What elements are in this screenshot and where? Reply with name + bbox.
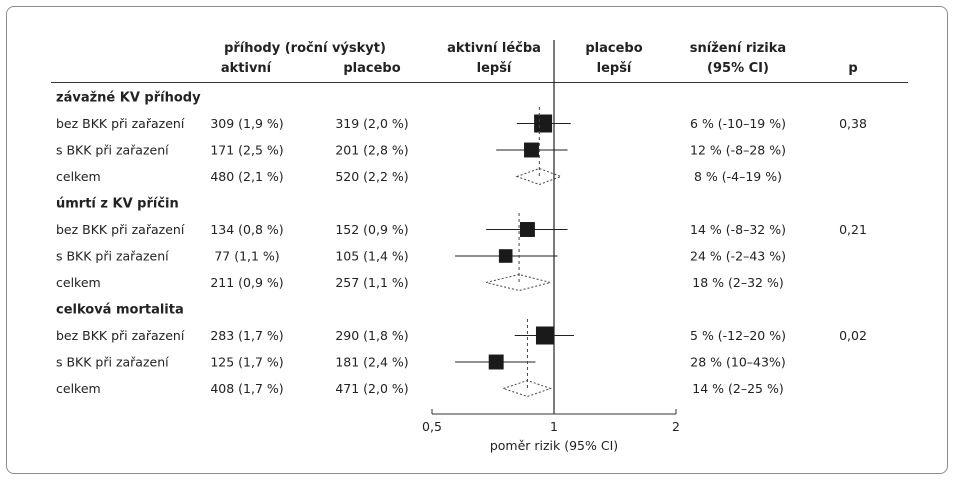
pooled-diamond: [501, 379, 552, 398]
risk-reduction: 6 % (-10–19 %): [690, 116, 786, 131]
estimate-square: [519, 222, 535, 237]
row-label: s BKK při zařazení: [56, 355, 169, 370]
pooled-diamond: [515, 167, 563, 186]
risk-reduction: 5 % (-12–20 %): [690, 328, 786, 343]
row-label: celkem: [56, 381, 101, 396]
group-title: celková mortalita: [56, 303, 184, 318]
row-label: bez BKK při zařazení: [56, 222, 185, 237]
active-events: 480 (2,1 %): [210, 169, 283, 184]
active-events: 309 (1,9 %): [210, 116, 283, 131]
risk-reduction: 12 % (-8–28 %): [690, 143, 786, 158]
placebo-events: 520 (2,2 %): [335, 169, 408, 184]
header-favors-placebo-1: placebo: [585, 41, 642, 56]
x-axis-label: poměr rizik (95% CI): [490, 438, 618, 453]
header-risk-reduction-1: snížení rizika: [690, 41, 786, 56]
risk-reduction: 14 % (2–25 %): [692, 381, 783, 396]
row-label: bez BKK při zařazení: [56, 116, 185, 131]
header-p: p: [848, 61, 857, 76]
placebo-events: 201 (2,8 %): [335, 143, 408, 158]
row-label: celkem: [56, 169, 101, 184]
risk-reduction: 8 % (-4–19 %): [694, 169, 782, 184]
risk-reduction: 18 % (2–32 %): [692, 275, 783, 290]
risk-reduction: 24 % (-2–43 %): [690, 249, 786, 264]
placebo-events: 471 (2,0 %): [335, 381, 408, 396]
row-label: s BKK při zařazení: [56, 143, 169, 158]
row-label: bez BKK při zařazení: [56, 328, 185, 343]
risk-reduction: 14 % (-8–32 %): [690, 222, 786, 237]
active-events: 77 (1,1 %): [214, 249, 279, 264]
p-value: 0,38: [839, 116, 867, 131]
estimate-square: [488, 354, 504, 370]
figure-frame: [6, 6, 948, 474]
header-favors-placebo-2: lepší: [597, 61, 633, 76]
estimate-square: [498, 249, 513, 263]
p-value: 0,21: [839, 222, 867, 237]
active-events: 125 (1,7 %): [210, 355, 283, 370]
active-events: 211 (0,9 %): [210, 275, 283, 290]
header-risk-reduction-2: (95% CI): [707, 61, 769, 76]
placebo-events: 105 (1,4 %): [335, 249, 408, 264]
row-label: celkem: [56, 275, 101, 290]
risk-reduction: 28 % (10–43%): [690, 355, 785, 370]
active-events: 134 (0,8 %): [210, 222, 283, 237]
header-events-title: příhody (roční výskyt): [224, 41, 386, 56]
placebo-events: 181 (2,4 %): [335, 355, 408, 370]
x-axis-tick-label: 0,5: [422, 419, 442, 434]
active-events: 171 (2,5 %): [210, 143, 283, 158]
forest-body: závažné KV příhody bez BKK při zařazení 30…: [56, 40, 867, 453]
p-value: 0,02: [839, 328, 867, 343]
header-favors-active-1: aktivní léčba: [447, 41, 541, 56]
row-label: s BKK při zařazení: [56, 249, 169, 264]
placebo-events: 319 (2,0 %): [335, 116, 408, 131]
estimate-square: [524, 142, 539, 158]
active-events: 283 (1,7 %): [210, 328, 283, 343]
group-title: úmrtí z KV příčin: [56, 197, 179, 212]
active-events: 408 (1,7 %): [210, 381, 283, 396]
header-active: aktivní: [221, 61, 273, 76]
placebo-events: 290 (1,8 %): [335, 328, 408, 343]
estimate-square: [534, 114, 553, 133]
x-axis-tick-label: 2: [672, 419, 680, 434]
header-placebo: placebo: [343, 61, 400, 76]
placebo-events: 152 (0,9 %): [335, 222, 408, 237]
group-title: závažné KV příhody: [56, 91, 201, 106]
pooled-diamond: [486, 273, 551, 292]
placebo-events: 257 (1,1 %): [335, 275, 408, 290]
x-axis-tick-label: 1: [550, 419, 558, 434]
estimate-square: [535, 326, 554, 345]
header-favors-active-2: lepší: [477, 61, 513, 76]
